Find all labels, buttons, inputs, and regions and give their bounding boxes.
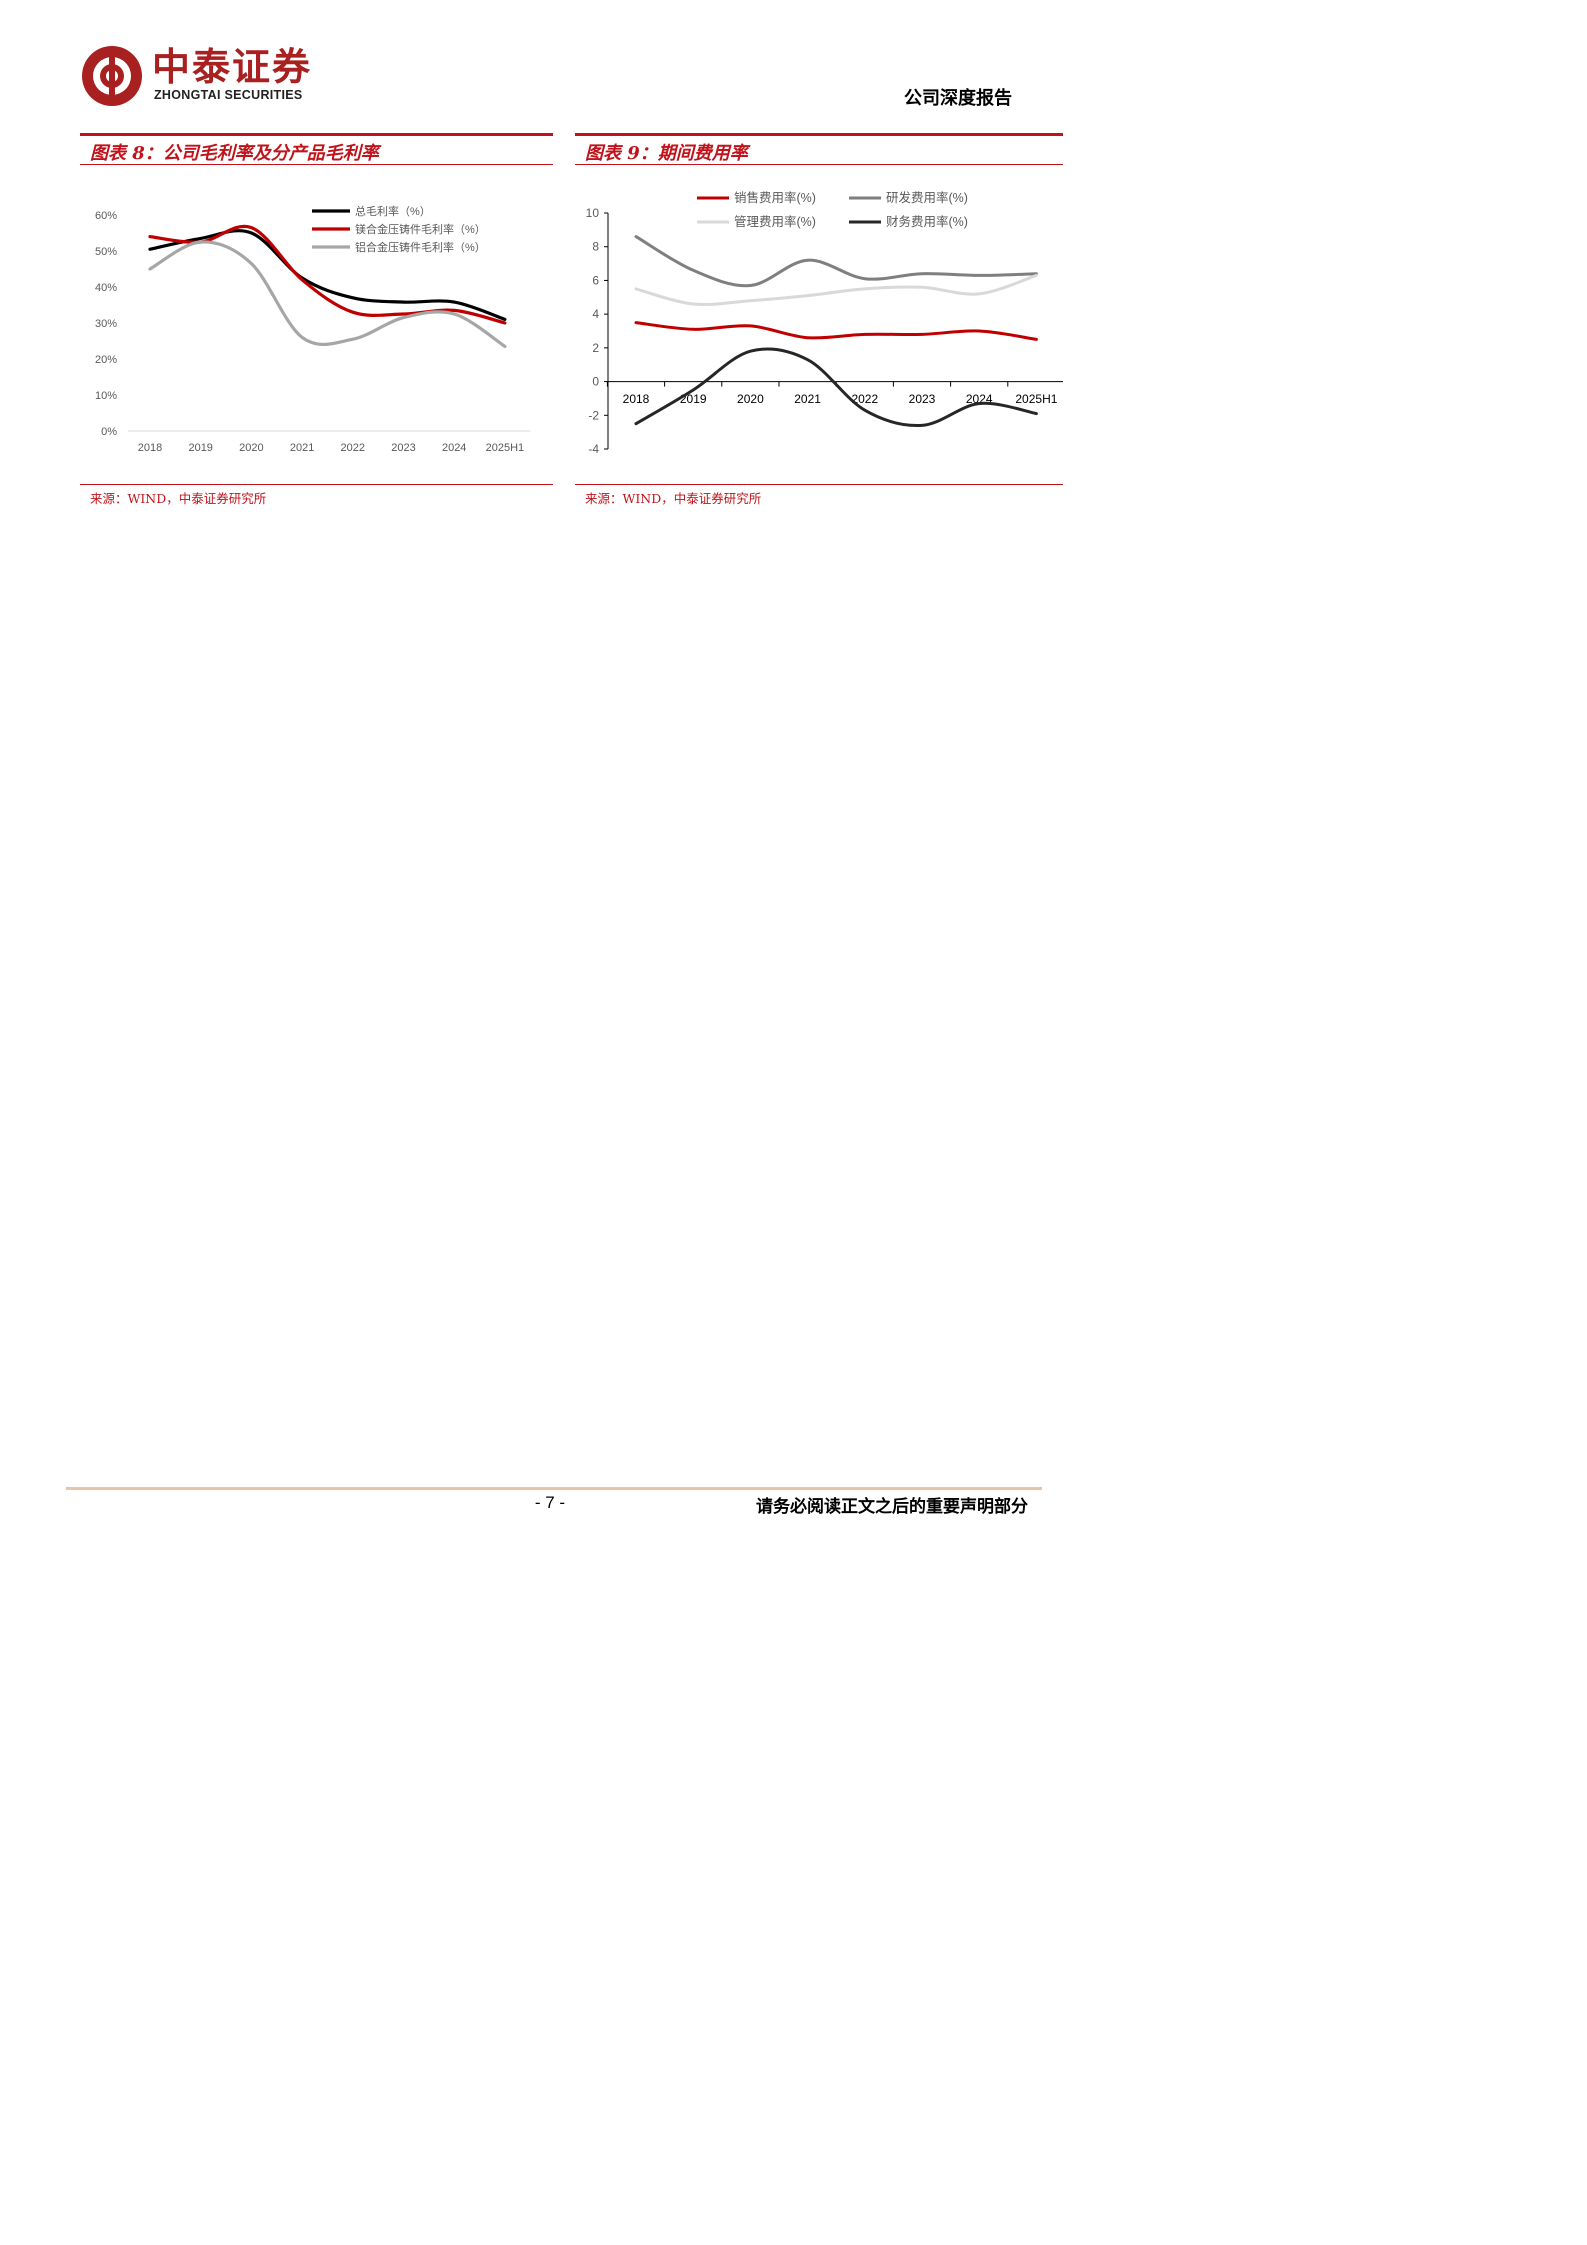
series-line-2: [634, 235, 1038, 288]
x-tick-label-2022: 2022: [851, 392, 878, 406]
report-type: 公司深度报告: [904, 88, 1012, 109]
y-tick-label: 0%: [101, 426, 117, 438]
y-tick-label: 6: [592, 273, 599, 287]
company-logo: 中泰证券 ZHONGTAI SECURITIES: [80, 44, 340, 108]
legend-label-3: 铝合金压铸件毛利率（%）: [355, 240, 486, 254]
x-tick-label-2020: 2020: [737, 392, 764, 406]
series-line-1: [634, 321, 1038, 341]
series-line-4: [634, 347, 1038, 428]
figure-9-panel: 图表 9：期间费用率 10 8 6 4 2 0 -2 -4 2018 2019 2020 2021 20…: [575, 133, 1063, 506]
figure-8-panel: 图表 8：公司毛利率及分产品毛利率 60% 50% 40% 30% 20% 10% 0% 20…: [80, 133, 553, 506]
figure-9-source: 来源：WIND，中泰证券研究所: [585, 491, 762, 506]
y-tick-label: -2: [588, 408, 599, 422]
logo-company-name-en: ZHONGTAI SECURITIES: [154, 88, 303, 102]
series-line-3: [634, 273, 1038, 307]
y-tick-label: 10: [586, 206, 600, 220]
x-tick-label-2021: 2021: [290, 442, 314, 454]
gross-margin-chart: 60% 50% 40% 30% 20% 10% 0% 2018 2019 2020 2021 2022…: [95, 204, 531, 454]
x-tick-label-2025h1: 2025H1: [486, 442, 525, 454]
y-tick-label: 60%: [95, 210, 117, 222]
y-tick-label: 4: [592, 307, 599, 321]
x-tick-label-2023: 2023: [909, 392, 936, 406]
company-logo-icon: [82, 46, 142, 106]
series-line-3: [148, 240, 507, 348]
figure-8-title: 图表 8：公司毛利率及分产品毛利率: [90, 143, 379, 164]
legend-label-2: 镁合金压铸件毛利率（%）: [355, 222, 486, 236]
legend-label-4: 财务费用率(%): [886, 214, 968, 229]
x-tick-label-2024: 2024: [442, 442, 466, 454]
x-tick-label-2021: 2021: [794, 392, 821, 406]
logo-company-name-cn: 中泰证券: [152, 45, 313, 89]
x-tick-label-2025h1: 2025H1: [1015, 392, 1057, 406]
figure-9-title: 图表 9：期间费用率: [585, 143, 748, 164]
y-tick-label: 30%: [95, 318, 117, 330]
legend-label-1: 销售费用率(%): [734, 190, 816, 205]
y-tick-label: 0: [592, 375, 599, 389]
figure-8-title-bar: 图表 8：公司毛利率及分产品毛利率: [80, 133, 553, 165]
x-tick-label-2018: 2018: [623, 392, 650, 406]
x-tick-label-2020: 2020: [239, 442, 263, 454]
y-tick-label: 10%: [95, 390, 117, 402]
footer-disclaimer: 请务必阅读正文之后的重要声明部分: [756, 1497, 1028, 1517]
y-tick-label: 2: [592, 341, 599, 355]
legend-label-2: 研发费用率(%): [886, 190, 968, 205]
figure-9-source-divider: [575, 484, 1063, 485]
footer-divider: [66, 1487, 1042, 1490]
y-tick-label: 8: [592, 240, 599, 254]
figure-8-source: 来源：WIND，中泰证券研究所: [90, 491, 267, 506]
x-tick-label-2019: 2019: [188, 442, 212, 454]
x-tick-label-2018: 2018: [138, 442, 162, 454]
x-tick-label-2022: 2022: [341, 442, 365, 454]
y-tick-label: 20%: [95, 354, 117, 366]
figure-8-source-divider: [80, 484, 553, 485]
legend-label-1: 总毛利率（%）: [355, 204, 431, 218]
x-tick-label-2023: 2023: [391, 442, 415, 454]
figure-9-title-bar: 图表 9：期间费用率: [575, 133, 1063, 165]
y-tick-label: 50%: [95, 246, 117, 258]
legend-label-3: 管理费用率(%): [734, 214, 816, 229]
y-tick-label: -4: [588, 442, 599, 456]
y-tick-label: 40%: [95, 282, 117, 294]
series-line-1: [148, 229, 507, 321]
page-number: - 7 -: [534, 1493, 566, 1512]
